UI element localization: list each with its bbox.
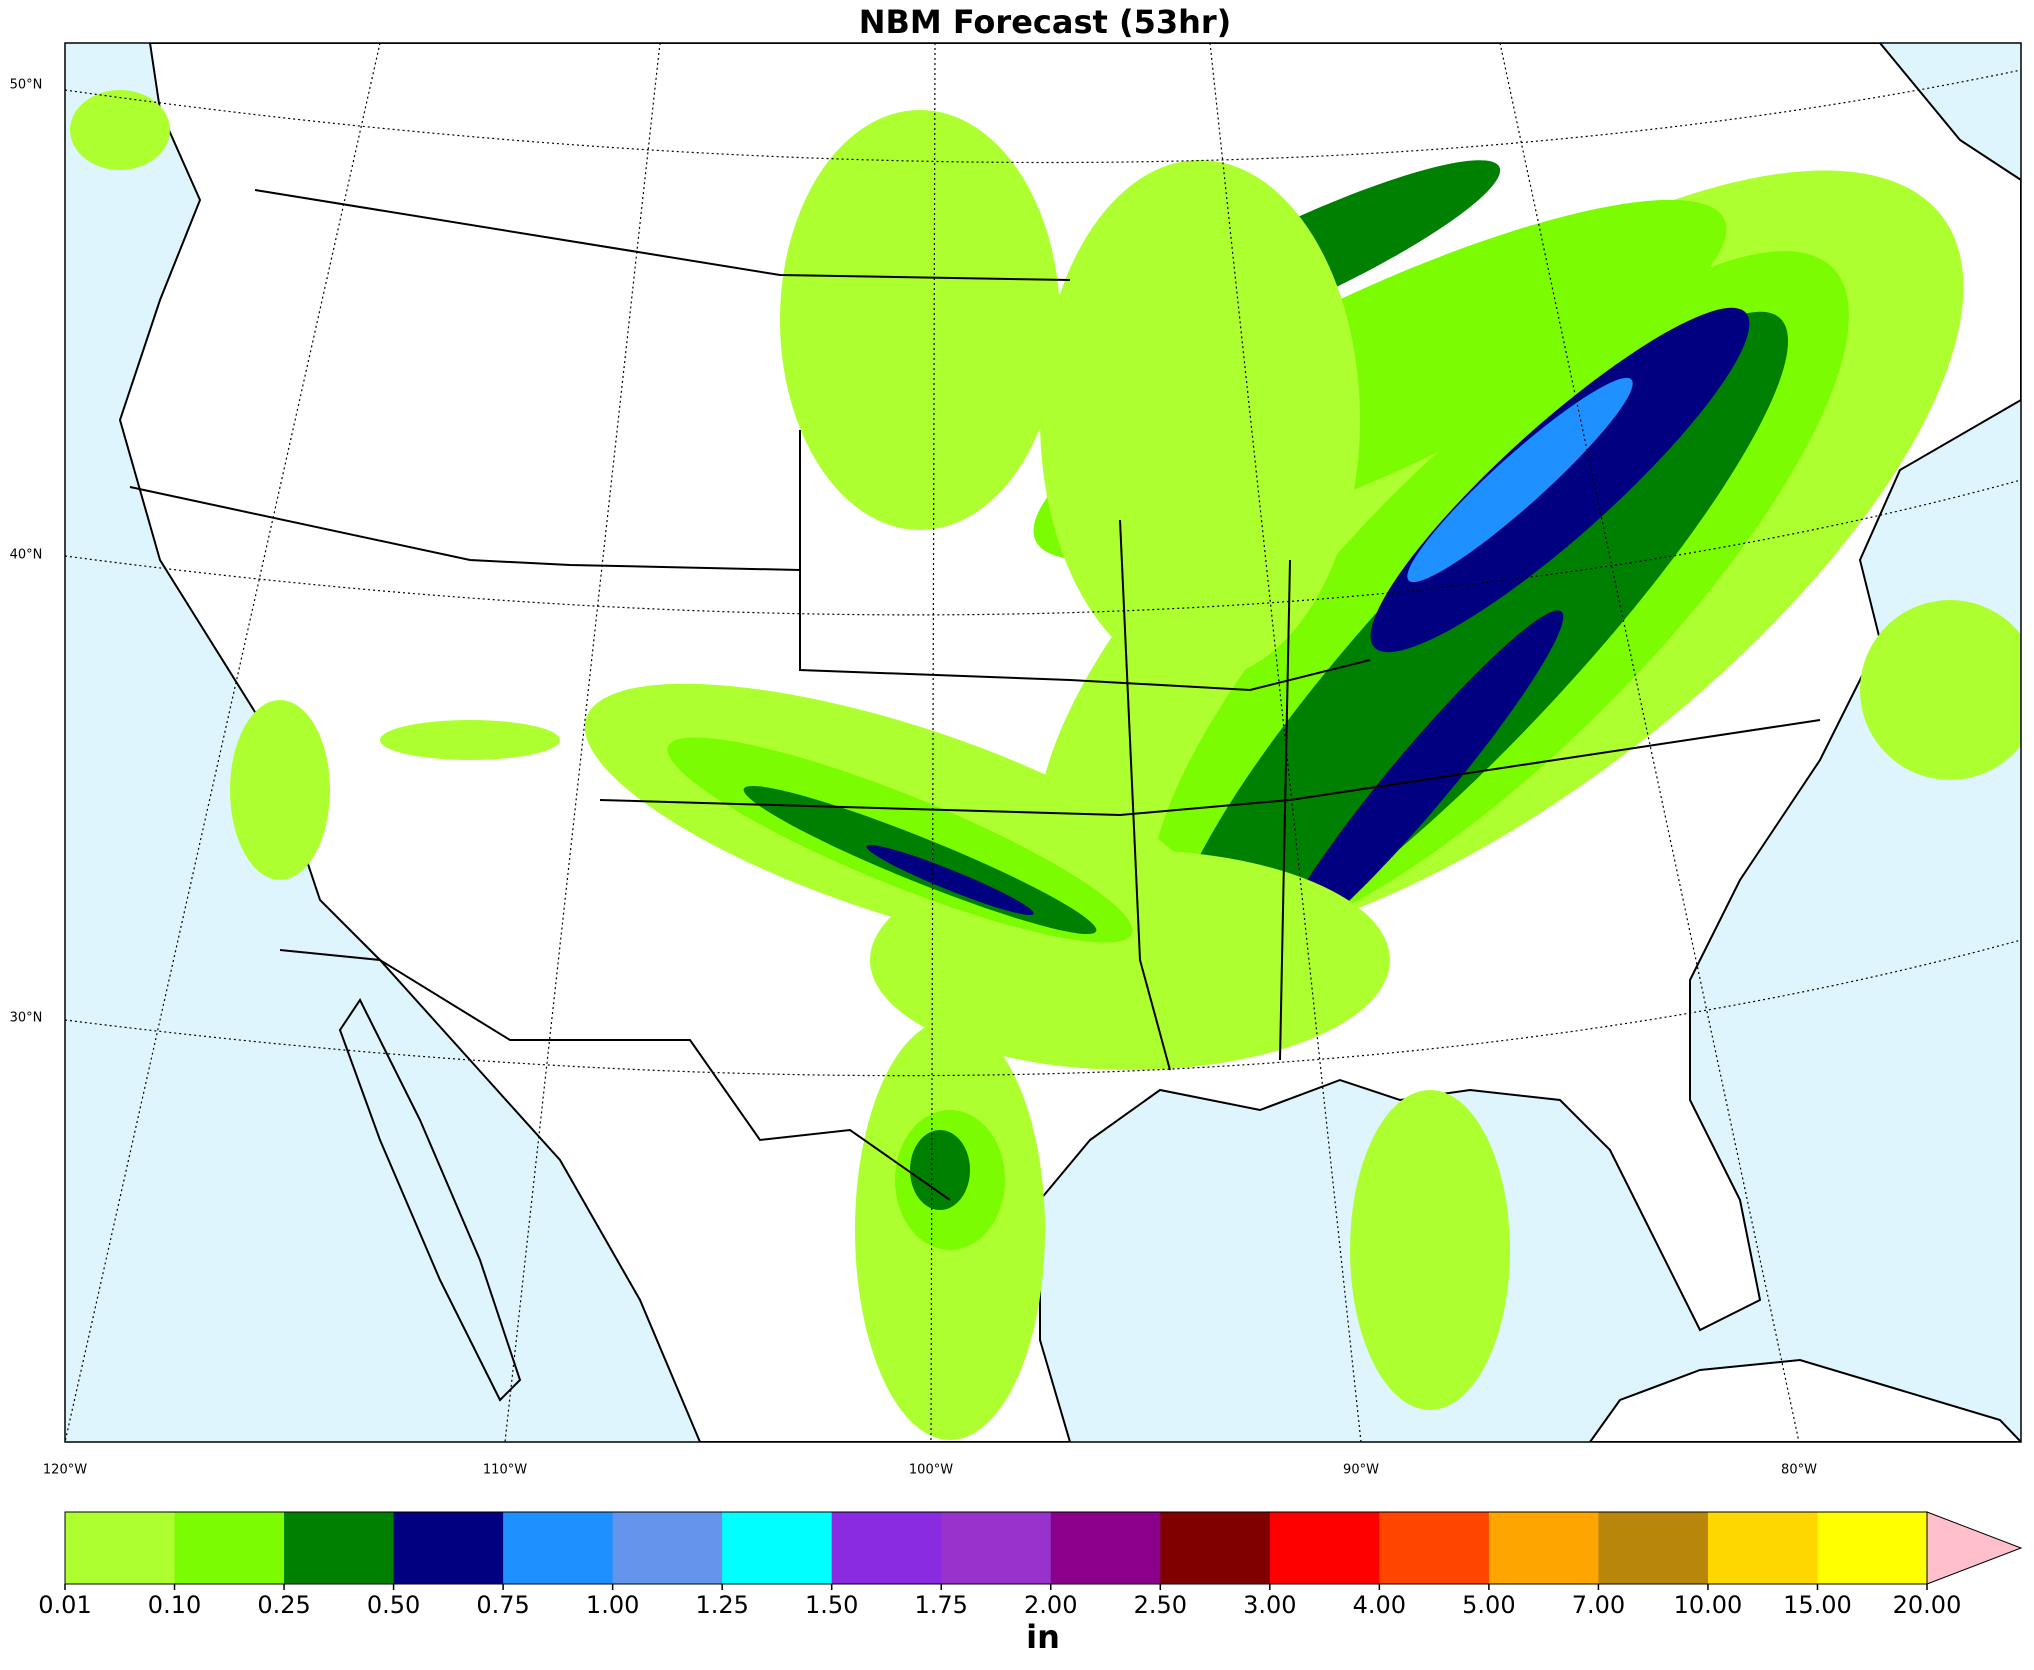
lon-label: 100°W	[909, 1463, 953, 1478]
colorbar-tick-label: 0.50	[367, 1591, 420, 1619]
graticule	[65, 69, 2021, 164]
colorbar: 0.01 0.10 0.25 0.50 0.75 1.00 1.25 1.50 1.75 2.00…	[38, 1511, 2023, 1619]
lat-label: 40°N	[10, 548, 43, 563]
colorbar-extend	[1926, 1511, 2023, 1585]
colorbar-segment	[1817, 1512, 1928, 1584]
colorbar-tick-label: 0.10	[148, 1591, 201, 1619]
colorbar-segment	[1488, 1512, 1599, 1584]
map	[65, 43, 2021, 1442]
border	[599, 719, 1821, 817]
gulf-of-california	[338, 998, 522, 1402]
colorbar-segment	[393, 1512, 504, 1584]
colorbar-segment	[1598, 1512, 1709, 1584]
cuba	[1588, 1358, 2021, 1442]
colorbar-segment	[1707, 1512, 1818, 1584]
lon-label: 120°W	[43, 1463, 87, 1478]
border	[254, 189, 1071, 281]
border	[129, 486, 801, 571]
border	[799, 430, 1371, 692]
colorbar-segment	[174, 1512, 285, 1584]
colorbar-tick-label: 0.75	[476, 1591, 529, 1619]
colorbar-tick-label: 5.00	[1462, 1591, 1515, 1619]
colorbar-segment	[1160, 1512, 1271, 1584]
colorbar-tick-label: 0.25	[257, 1591, 310, 1619]
lon-label: 90°W	[1343, 1463, 1379, 1478]
colorbar-tick-label: 1.00	[586, 1591, 639, 1619]
lat-label: 50°N	[10, 78, 43, 93]
colorbar-segment	[1269, 1512, 1380, 1584]
title: NBM Forecast (53hr)	[859, 3, 1232, 41]
colorbar-frame	[64, 1511, 1928, 1585]
colorbar-tick-label: 4.00	[1353, 1591, 1406, 1619]
colorbar-tick-label: 20.00	[1893, 1591, 1962, 1619]
colorbar-tick-label: 10.00	[1674, 1591, 1743, 1619]
border	[1279, 559, 1291, 1061]
lon-label: 110°W	[483, 1463, 527, 1478]
colorbar-tick-label: 15.00	[1783, 1591, 1852, 1619]
colorbar-tick-label: 3.00	[1243, 1591, 1296, 1619]
graticule	[65, 479, 2021, 616]
precipitation	[70, 90, 2021, 1440]
border	[279, 949, 951, 1201]
colorbar-segment	[1379, 1512, 1490, 1584]
lat-label: 30°N	[10, 1011, 43, 1026]
colorbar-tick-label: 2.00	[1024, 1591, 1077, 1619]
colorbar-segment	[722, 1512, 833, 1584]
colorbar-tick-label: 1.50	[805, 1591, 858, 1619]
colorbar-label: in	[1026, 1618, 1060, 1656]
colorbar-tick-label: 1.25	[695, 1591, 748, 1619]
colorbar-segment	[1050, 1512, 1161, 1584]
lon-label: 80°W	[1781, 1463, 1817, 1478]
colorbar-segment	[65, 1512, 176, 1584]
colorbar-tick-label: 1.75	[915, 1591, 968, 1619]
graticule	[65, 939, 2021, 1077]
colorbar-tick-label: 2.50	[1134, 1591, 1187, 1619]
colorbar-segment	[612, 1512, 723, 1584]
colorbar-tick-label: 7.00	[1572, 1591, 1625, 1619]
colorbar-segment	[284, 1512, 395, 1584]
border	[1119, 519, 1171, 1071]
colorbar-segment	[941, 1512, 1052, 1584]
map-frame	[64, 42, 2022, 1443]
colorbar-tick-label: 0.01	[38, 1591, 91, 1619]
colorbar-segment	[831, 1512, 942, 1584]
colorbar-segment	[503, 1512, 614, 1584]
